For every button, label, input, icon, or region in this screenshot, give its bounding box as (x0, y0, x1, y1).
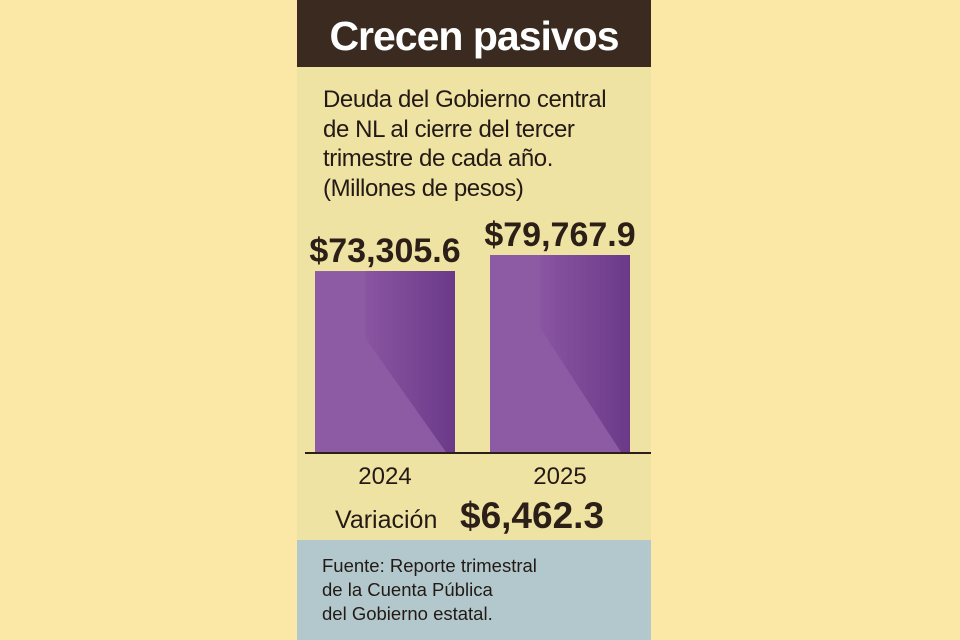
bar-2024 (315, 271, 455, 453)
source-box: Fuente: Reporte trimestral de la Cuenta … (297, 540, 651, 640)
x-tick-label: 2025 (533, 463, 586, 490)
header-bar: Crecen pasivos (297, 0, 651, 67)
source-note: Fuente: Reporte trimestral de la Cuenta … (322, 554, 642, 626)
bar-2025 (490, 255, 630, 453)
source-line: Fuente: Reporte trimestral (322, 555, 537, 576)
bar-shading (365, 271, 455, 453)
subtitle-line: trimestre de cada año. (323, 145, 553, 172)
variation-value: $6,462.3 (460, 495, 605, 536)
subtitle-unit-line: (Millones de pesos) (323, 174, 524, 202)
bar-chart: $73,305.6 2024 $79,767.9 2025 (305, 216, 651, 490)
infographic-card: Crecen pasivos Deuda del Gobierno centra… (297, 0, 651, 640)
variation-label: Variación (335, 506, 438, 534)
chart-subtitle: Deuda del Gobierno central de NL al cier… (323, 85, 643, 203)
source-line: de la Cuenta Pública (322, 579, 493, 600)
subtitle-line: Deuda del Gobierno central (323, 86, 607, 113)
source-line: del Gobierno estatal. (322, 603, 493, 624)
subtitle-line: de NL al cierre del tercer (323, 115, 575, 143)
bar-shading (540, 255, 630, 453)
bar-value-label: $73,305.6 (309, 232, 460, 270)
bar-value-label: $79,767.9 (484, 216, 635, 254)
infographic-title: Crecen pasivos (329, 13, 619, 59)
x-tick-label: 2024 (358, 463, 411, 490)
variation-row: Variación $6,462.3 (297, 492, 651, 542)
